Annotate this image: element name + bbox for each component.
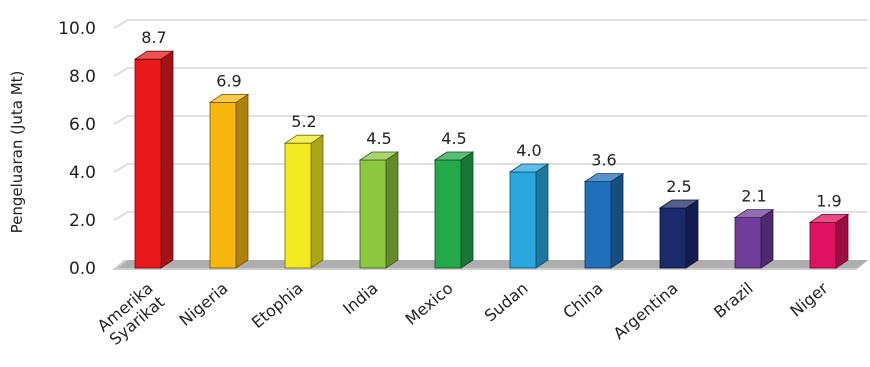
bar bbox=[808, 213, 850, 269]
x-tick-label-line: China bbox=[559, 279, 606, 323]
value-label: 4.5 bbox=[441, 129, 466, 148]
y-tick-label: 4.0 bbox=[69, 163, 96, 183]
x-tick-label-line: Nigeria bbox=[176, 279, 232, 330]
value-label: 4.5 bbox=[366, 129, 391, 148]
x-tick-label: Etophia bbox=[248, 279, 307, 333]
bar bbox=[733, 208, 775, 269]
bar-side bbox=[535, 163, 549, 269]
y-tick-label: 0.0 bbox=[69, 259, 96, 279]
x-tick-label-line: Etophia bbox=[248, 279, 307, 333]
x-tick-label: Niger bbox=[786, 278, 831, 320]
value-label: 4.0 bbox=[516, 141, 541, 160]
bar-front bbox=[734, 217, 762, 269]
y-tick-label: 2.0 bbox=[69, 211, 96, 231]
x-tick-label-line: India bbox=[339, 279, 381, 319]
bar-side bbox=[835, 213, 849, 269]
bar-side bbox=[610, 172, 624, 269]
y-axis-ticks: 0.0 2.0 4.0 6.0 8.0 10.0 bbox=[58, 19, 96, 279]
bar-side bbox=[685, 199, 699, 269]
value-labels: 8.7 6.9 5.2 4.5 4.5 4.0 3.6 2.5 2.1 1.9 bbox=[141, 28, 841, 210]
bar bbox=[508, 163, 550, 269]
bar-side bbox=[310, 134, 324, 269]
bar-side bbox=[460, 151, 474, 269]
value-label: 2.5 bbox=[666, 177, 691, 196]
bar-top bbox=[583, 173, 625, 183]
bar bbox=[133, 50, 175, 269]
bar bbox=[358, 151, 400, 269]
x-axis-labels: AmerikaSyarikat Nigeria Etophia India Mexico… bbox=[94, 278, 832, 349]
x-tick-label: Brazil bbox=[710, 279, 756, 322]
value-label: 2.1 bbox=[741, 187, 766, 206]
gridline bbox=[113, 19, 868, 29]
x-tick-label-line: Sudan bbox=[481, 279, 532, 326]
bar bbox=[658, 199, 700, 269]
bar-side bbox=[160, 50, 174, 269]
bar-top bbox=[508, 163, 550, 173]
x-tick-label: AmerikaSyarikat bbox=[94, 279, 168, 350]
bar-front bbox=[209, 102, 237, 269]
bar-top bbox=[733, 209, 775, 219]
bars bbox=[133, 50, 850, 269]
y-axis-title: Pengeluaran (Juta Mt) bbox=[8, 71, 26, 234]
x-tick-label-line: Niger bbox=[786, 278, 831, 320]
value-label: 5.2 bbox=[291, 112, 316, 131]
bar bbox=[433, 151, 475, 269]
bar-side bbox=[760, 208, 774, 269]
x-tick-label: India bbox=[339, 279, 381, 319]
x-tick-label: China bbox=[559, 279, 606, 323]
bar-top bbox=[433, 151, 475, 161]
bar-top bbox=[283, 134, 325, 144]
y-tick-label: 8.0 bbox=[69, 67, 96, 87]
gridline bbox=[113, 115, 868, 125]
bar-side bbox=[235, 93, 249, 269]
y-tick-label: 10.0 bbox=[58, 19, 96, 39]
bar-front bbox=[434, 159, 462, 269]
x-tick-label-line: Brazil bbox=[710, 279, 756, 322]
x-tick-label: Sudan bbox=[481, 279, 532, 326]
bar-top bbox=[208, 94, 250, 103]
bar-top bbox=[658, 199, 700, 209]
gridline bbox=[113, 67, 868, 77]
bar-top bbox=[358, 151, 400, 161]
bar-front bbox=[659, 207, 687, 269]
x-tick-label: Nigeria bbox=[176, 279, 232, 330]
value-label: 3.6 bbox=[591, 151, 616, 170]
x-tick-label-line: Argentina bbox=[610, 279, 682, 344]
bar-front bbox=[509, 171, 537, 269]
x-tick-label-line: Mexico bbox=[402, 279, 457, 329]
bar-front bbox=[584, 181, 612, 269]
bar-front bbox=[134, 58, 162, 269]
bar-front bbox=[284, 142, 312, 269]
bar-front bbox=[359, 159, 387, 269]
bar-side bbox=[385, 151, 399, 269]
gridline bbox=[113, 163, 868, 173]
value-label: 1.9 bbox=[816, 191, 841, 210]
bar-front bbox=[809, 221, 837, 269]
value-label: 6.9 bbox=[216, 71, 241, 90]
bar-top bbox=[808, 213, 850, 223]
bar-top bbox=[133, 50, 175, 60]
bar bbox=[283, 134, 325, 269]
x-tick-label: Argentina bbox=[610, 279, 682, 344]
bar bbox=[208, 93, 250, 269]
x-tick-label: Mexico bbox=[402, 279, 457, 329]
bar bbox=[583, 172, 625, 269]
value-label: 8.7 bbox=[141, 28, 166, 47]
y-tick-label: 6.0 bbox=[69, 115, 96, 135]
